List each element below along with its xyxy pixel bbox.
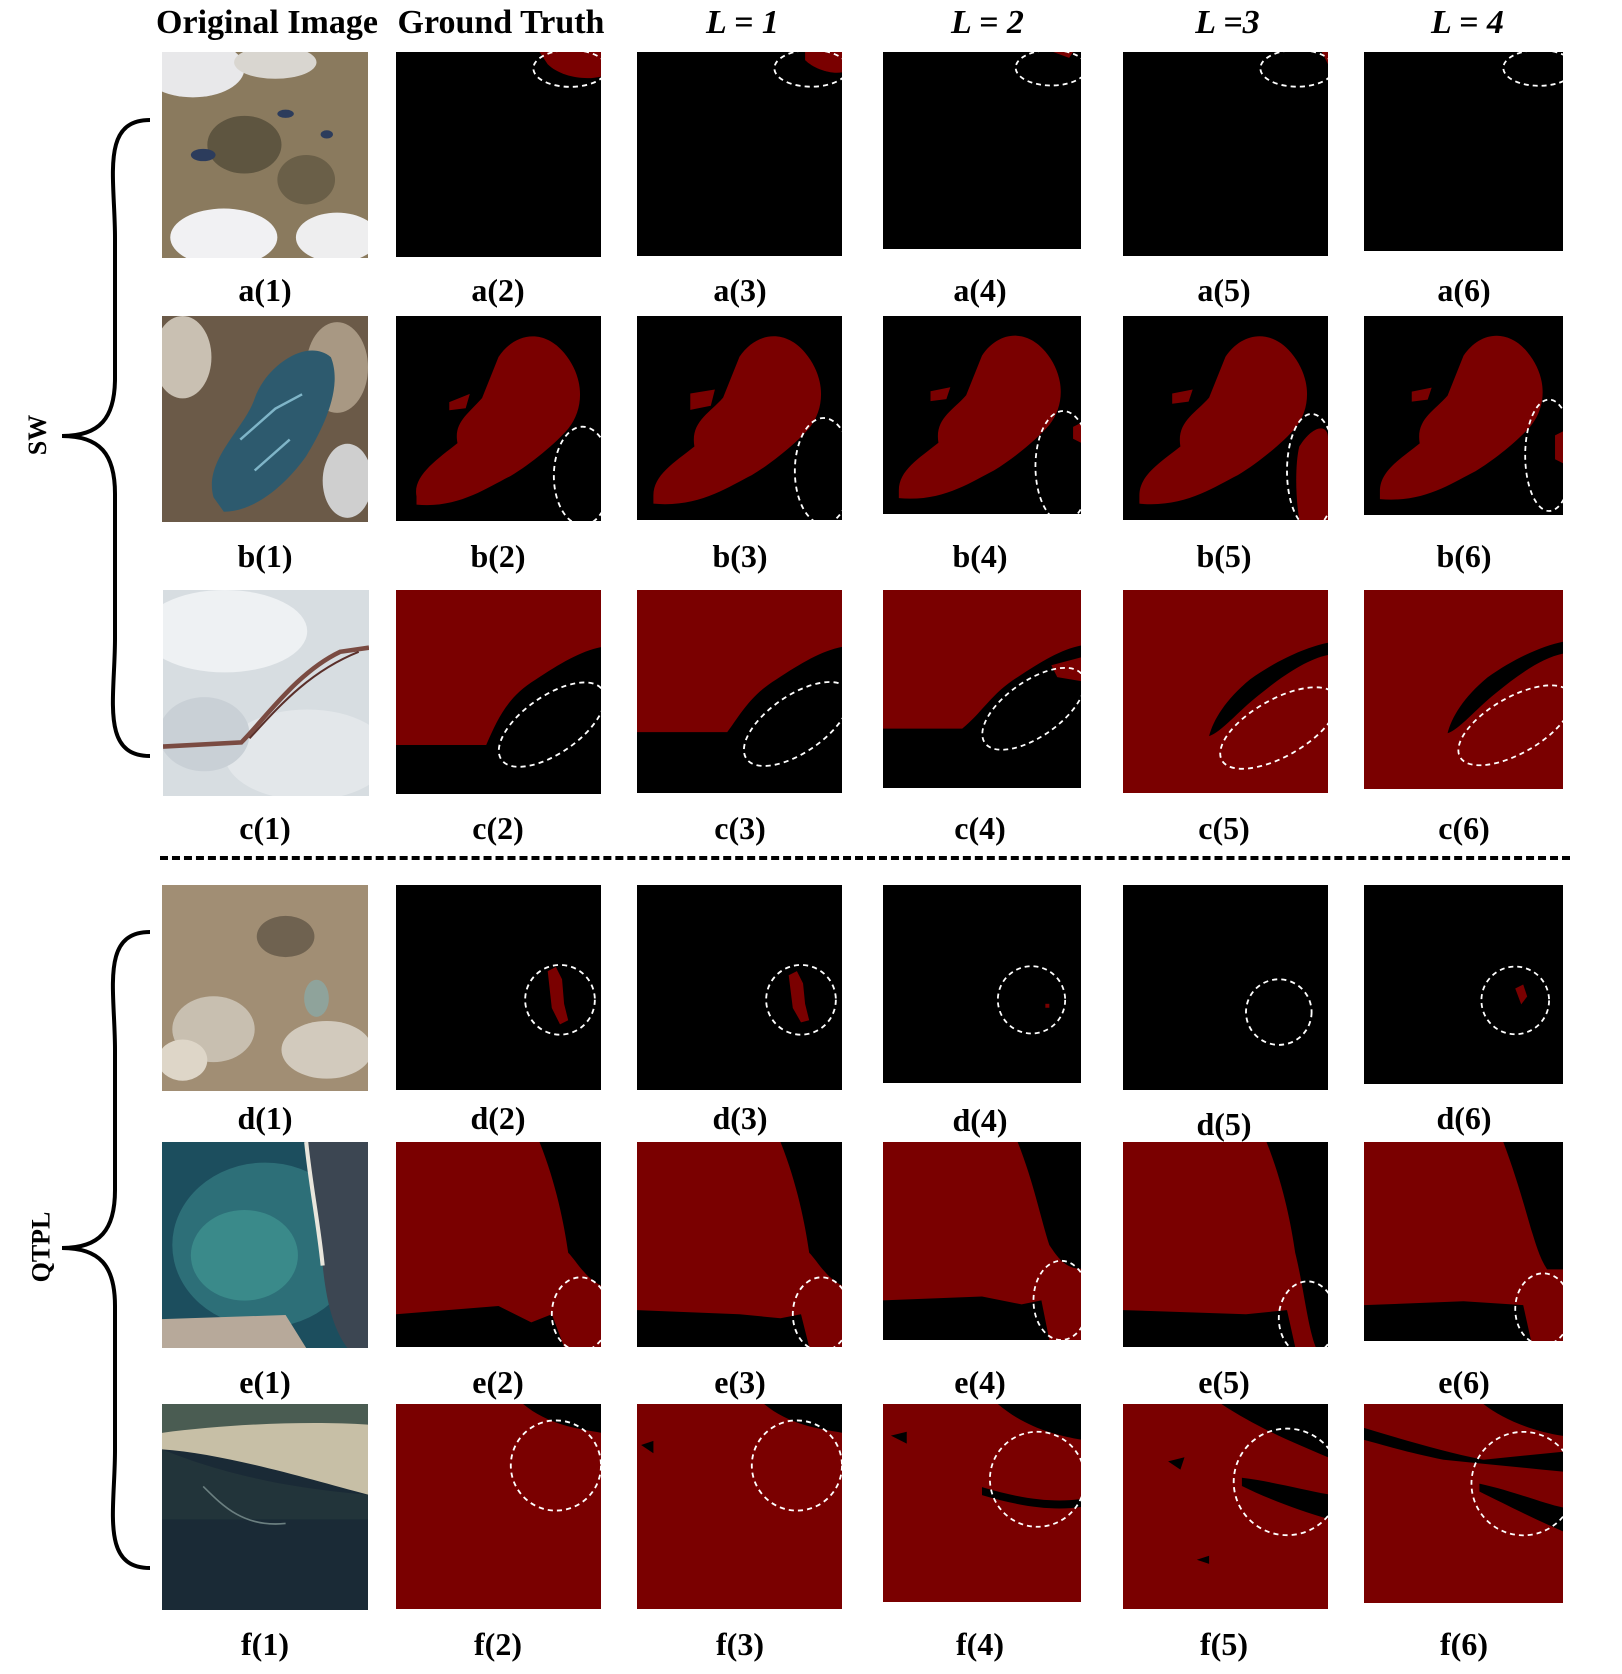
mask-d5-l3 [1123, 885, 1328, 1090]
mask-e3-l1 [637, 1142, 842, 1347]
caption-f1: f(1) [241, 1626, 289, 1662]
column-header-l2: L = 2 [951, 4, 1024, 41]
group-divider [160, 856, 1570, 860]
caption-f5: f(5) [1200, 1626, 1248, 1662]
mask-c3-l1 [637, 590, 842, 793]
column-header-l1: L = 1 [706, 4, 779, 41]
mask-d2-ground-truth [396, 885, 601, 1090]
mask-a4-l2 [883, 52, 1081, 249]
caption-e1: e(1) [239, 1364, 291, 1400]
caption-c4: c(4) [954, 810, 1006, 846]
caption-c1: c(1) [239, 810, 291, 846]
brace-sw [61, 118, 151, 758]
caption-c3: c(3) [714, 810, 766, 846]
group-label-qtpl: QTPL [26, 1211, 56, 1283]
mask-a6-l4 [1364, 52, 1563, 251]
caption-e6: e(6) [1438, 1364, 1490, 1400]
caption-d4: d(4) [952, 1102, 1008, 1138]
caption-b4: b(4) [952, 538, 1008, 574]
mask-e4-l2 [883, 1142, 1081, 1340]
mask-d4-l2 [883, 885, 1081, 1083]
brace-qtpl [61, 930, 151, 1570]
caption-b1: b(1) [237, 538, 293, 574]
caption-d3: d(3) [712, 1100, 768, 1136]
caption-c6: c(6) [1438, 810, 1490, 846]
caption-d6: d(6) [1436, 1100, 1492, 1136]
caption-d2: d(2) [470, 1100, 526, 1136]
column-header-l4: L = 4 [1431, 4, 1504, 41]
mask-c6-l4 [1364, 590, 1563, 789]
caption-f6: f(6) [1440, 1626, 1488, 1662]
mask-f3-l1 [637, 1404, 842, 1609]
caption-f4: f(4) [956, 1626, 1004, 1662]
mask-e6-l4 [1364, 1142, 1563, 1341]
caption-d1: d(1) [237, 1100, 293, 1136]
caption-a2: a(2) [471, 272, 525, 308]
caption-a3: a(3) [713, 272, 767, 308]
column-header-ground-truth: Ground Truth [397, 4, 605, 41]
mask-f2-ground-truth [396, 1404, 601, 1609]
caption-d5: d(5) [1196, 1106, 1252, 1142]
caption-f3: f(3) [716, 1626, 764, 1662]
image-a1-original [162, 52, 368, 258]
caption-e4: e(4) [954, 1364, 1006, 1400]
column-header-original: Original Image [156, 4, 378, 41]
mask-a3-l1 [637, 52, 842, 256]
image-c1-original [163, 590, 369, 796]
image-b1-original [162, 316, 368, 522]
caption-b2: b(2) [470, 538, 526, 574]
caption-c2: c(2) [472, 810, 524, 846]
caption-a6: a(6) [1437, 272, 1491, 308]
mask-d6-l4 [1364, 885, 1563, 1084]
mask-b5-l3 [1123, 316, 1328, 520]
mask-b2-ground-truth [396, 316, 601, 521]
mask-e2-ground-truth [396, 1142, 601, 1347]
mask-f5-l3 [1123, 1404, 1328, 1609]
mask-c4-l2 [883, 590, 1081, 788]
mask-e5-l3 [1123, 1142, 1328, 1347]
mask-a5-l3 [1123, 52, 1328, 256]
caption-a1: a(1) [238, 272, 292, 308]
caption-a5: a(5) [1197, 272, 1251, 308]
mask-b6-l4 [1364, 316, 1563, 515]
caption-b5: b(5) [1196, 538, 1252, 574]
mask-c5-l3 [1123, 590, 1328, 793]
mask-f6-l4 [1364, 1404, 1563, 1603]
caption-a4: a(4) [953, 272, 1007, 308]
caption-e5: e(5) [1198, 1364, 1250, 1400]
mask-d3-l1 [637, 885, 842, 1090]
caption-c5: c(5) [1198, 810, 1250, 846]
image-e1-original [162, 1142, 368, 1348]
caption-e2: e(2) [472, 1364, 524, 1400]
mask-f4-l2 [883, 1404, 1081, 1602]
image-d1-original [162, 885, 368, 1091]
group-label-sw: SW [23, 414, 53, 456]
mask-b4-l2 [883, 316, 1081, 514]
caption-b3: b(3) [712, 538, 768, 574]
caption-e3: e(3) [714, 1364, 766, 1400]
image-f1-original [162, 1404, 368, 1610]
caption-b6: b(6) [1436, 538, 1492, 574]
mask-a2-ground-truth [396, 52, 601, 257]
mask-c2-ground-truth [396, 590, 601, 794]
caption-f2: f(2) [474, 1626, 522, 1662]
column-header-l3: L =3 [1195, 4, 1260, 41]
mask-b3-l1 [637, 316, 842, 520]
